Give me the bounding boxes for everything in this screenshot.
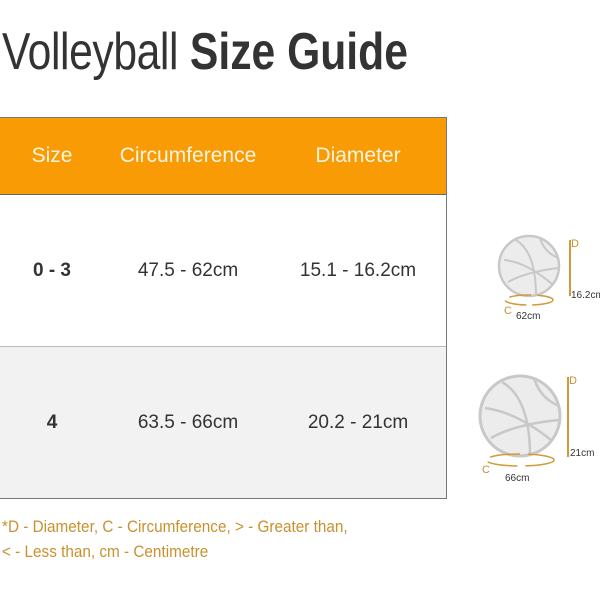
table-row: 0 - 3 47.5 - 62cm 15.1 - 16.2cm [0, 195, 446, 347]
diameter-line [567, 377, 569, 457]
footnote: *D - Diameter, C - Circumference, > - Gr… [2, 517, 348, 561]
header-diameter: Diameter [315, 144, 401, 167]
header-size: Size [31, 144, 73, 167]
diameter-line [569, 240, 571, 296]
volleyball-icon [478, 374, 562, 467]
volleyball-icon [497, 234, 561, 306]
table-row: 4 63.5 - 66cm 20.2 - 21cm [0, 347, 446, 498]
header-circumference: Circumference [119, 144, 257, 167]
size-table: Size Circumference Diameter 0 - 3 47.5 -… [0, 117, 447, 499]
table-header: Size Circumference Diameter [0, 118, 446, 195]
page-title: Volleyball Size Guide [2, 23, 408, 81]
